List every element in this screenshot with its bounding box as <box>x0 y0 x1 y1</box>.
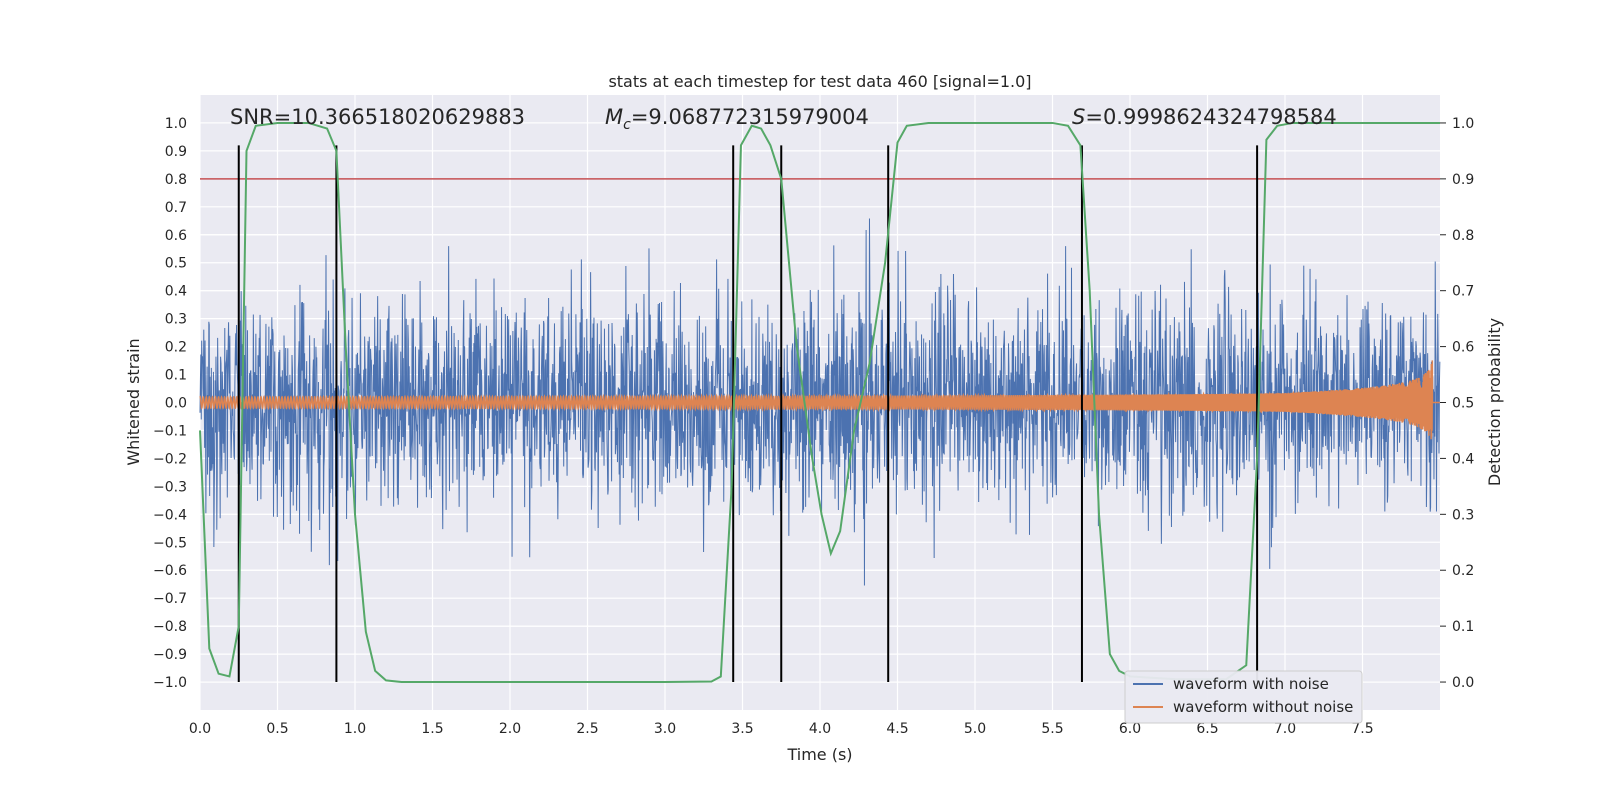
y-tick-label: 0.3 <box>165 312 187 328</box>
chirp-mass-value: =9.068772315979004 <box>631 105 869 129</box>
y-tick-label: 0.9 <box>165 144 187 160</box>
y-tick-label: 0.4 <box>165 284 187 300</box>
y2-tick-label: 0.3 <box>1452 507 1474 523</box>
legend-label-noise: waveform with noise <box>1173 675 1329 693</box>
y-tick-label: −0.9 <box>153 647 187 663</box>
x-tick-label: 0.5 <box>266 721 288 737</box>
y-tick-label: −0.3 <box>153 479 187 495</box>
y-tick-label: −0.8 <box>153 619 187 635</box>
x-tick-label: 5.5 <box>1041 721 1063 737</box>
y-tick-label: 0.5 <box>165 256 187 272</box>
y-tick-label: 0.7 <box>165 200 187 216</box>
x-axis-label: Time (s) <box>786 745 852 764</box>
y-tick-label: 0.1 <box>165 368 187 384</box>
y2-tick-label: 0.6 <box>1452 340 1474 356</box>
x-tick-label: 4.0 <box>809 721 831 737</box>
y-tick-label: 0.6 <box>165 228 187 244</box>
y2-tick-label: 0.1 <box>1452 619 1474 635</box>
s-value: =0.9998624324798584 <box>1085 105 1336 129</box>
y2-axis-label: Detection probability <box>1485 318 1504 486</box>
y-axis-label: Whitened strain <box>124 338 143 465</box>
x-tick-label: 1.5 <box>421 721 443 737</box>
y-tick-labels: 1.0 0.9 0.8 0.7 0.6 0.5 0.4 0.3 0.2 0.1 0.0 −0.1 −0.… <box>153 116 187 691</box>
s-symbol: S <box>1072 105 1085 129</box>
y2-tick-label: 0.9 <box>1452 172 1474 188</box>
x-tick-label: 7.5 <box>1351 721 1373 737</box>
x-tick-labels: 0.0 0.5 1.0 1.5 2.0 2.5 3.0 3.5 4.0 4.5 5.0 5.5 6.0 6… <box>189 721 1374 737</box>
y-tick-label: −0.1 <box>153 423 187 439</box>
y2-tick-label: 1.0 <box>1452 116 1474 132</box>
y2-tick-label: 0.7 <box>1452 284 1474 300</box>
chirp-mass-annotation: Mc=9.068772315979004 <box>605 105 869 133</box>
x-tick-label: 5.0 <box>964 721 986 737</box>
y-tick-label: 0.0 <box>165 396 187 412</box>
x-tick-label: 1.0 <box>344 721 366 737</box>
y2-tick-label: 0.5 <box>1452 396 1474 412</box>
x-tick-label: 6.0 <box>1119 721 1141 737</box>
probability-line <box>199 121 1440 684</box>
y-tick-label: −1.0 <box>153 675 187 691</box>
y2-tick-label: 0.0 <box>1452 675 1474 691</box>
legend-label-clean: waveform without noise <box>1173 698 1353 716</box>
snr-annotation: SNR=10.366518020629883 <box>230 105 525 129</box>
y2-tick-label: 0.4 <box>1452 451 1474 467</box>
y-tick-label: −0.5 <box>153 535 187 551</box>
y-tick-label: −0.4 <box>153 507 187 523</box>
s-annotation: S=0.9998624324798584 <box>1072 105 1337 129</box>
chirp-mass-symbol: M <box>605 105 623 129</box>
chirp-mass-subscript: c <box>623 117 631 133</box>
series-waveform-without-noise <box>199 360 1440 440</box>
legend: waveform with noise waveform without noi… <box>1124 670 1363 724</box>
series-detection-probability <box>199 121 1440 684</box>
clean-waveform-line <box>199 360 1440 440</box>
y-tick-label: −0.7 <box>153 591 187 607</box>
y-tick-label: 0.8 <box>165 172 187 188</box>
y-tick-label: −0.6 <box>153 563 187 579</box>
x-tick-label: 2.5 <box>576 721 598 737</box>
x-tick-label: 2.0 <box>499 721 521 737</box>
x-tick-label: 0.0 <box>189 721 211 737</box>
y-tick-label: 0.2 <box>165 340 187 356</box>
x-tick-label: 7.0 <box>1274 721 1296 737</box>
legend-box <box>1124 670 1363 724</box>
y2-tick-labels: 1.0 0.9 0.8 0.7 0.6 0.5 0.4 0.3 0.2 0.1 0.0 <box>1440 116 1474 691</box>
x-tick-label: 3.5 <box>731 721 753 737</box>
chart-title: stats at each timestep for test data 460… <box>608 72 1031 91</box>
y2-tick-label: 0.8 <box>1452 228 1474 244</box>
x-tick-label: 3.0 <box>654 721 676 737</box>
x-tick-label: 4.5 <box>886 721 908 737</box>
x-tick-label: 6.5 <box>1196 721 1218 737</box>
y-tick-label: −0.2 <box>153 451 187 467</box>
y2-tick-label: 0.2 <box>1452 563 1474 579</box>
y-tick-label: 1.0 <box>165 116 187 132</box>
